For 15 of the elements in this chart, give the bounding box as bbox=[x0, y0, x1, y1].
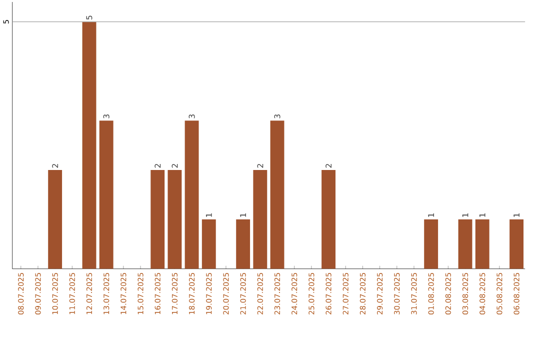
bar bbox=[184, 120, 199, 270]
bar bbox=[168, 170, 182, 270]
bar bbox=[253, 170, 268, 270]
bar bbox=[150, 170, 165, 270]
bar bbox=[322, 170, 336, 270]
bar bbox=[270, 120, 284, 270]
bar bbox=[48, 170, 62, 270]
bar bbox=[82, 22, 96, 270]
bar bbox=[99, 120, 114, 270]
bar bbox=[236, 220, 250, 270]
bar bbox=[424, 220, 438, 270]
bar bbox=[458, 220, 472, 270]
bar bbox=[202, 220, 216, 270]
bar bbox=[475, 220, 490, 270]
bar bbox=[510, 220, 524, 270]
